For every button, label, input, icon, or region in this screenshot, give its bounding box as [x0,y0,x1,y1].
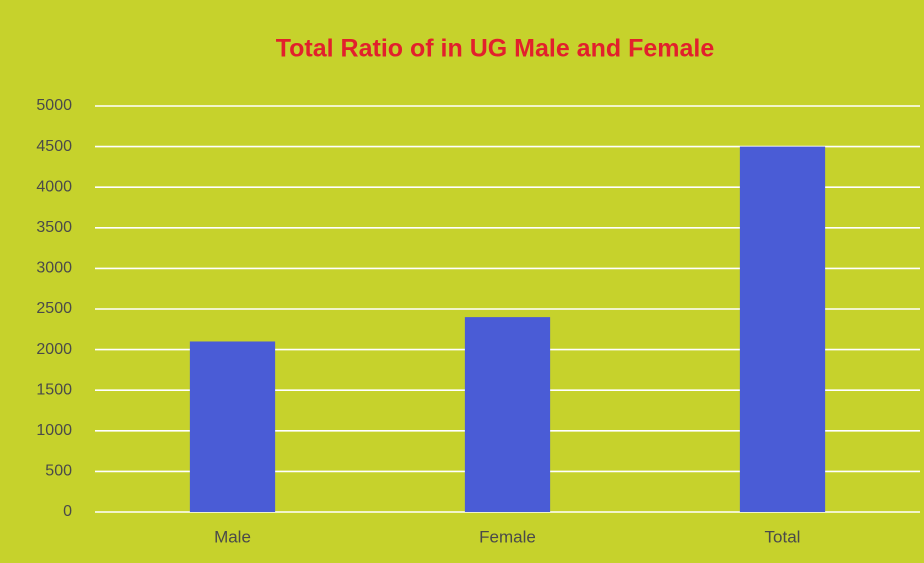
y-tick-label: 3500 [36,219,72,236]
y-tick-label: 2000 [36,341,72,358]
x-tick-label: Female [479,527,536,546]
y-tick-label: 1500 [36,381,72,398]
y-tick-label: 4500 [36,138,72,155]
bar [739,146,826,512]
x-tick-label: Male [214,527,251,546]
y-tick-label: 3000 [36,260,72,277]
y-tick-label: 500 [45,463,72,480]
bar [464,317,551,512]
y-tick-label: 2500 [36,300,72,317]
x-tick-label: Total [765,527,801,546]
y-tick-label: 4000 [36,178,72,195]
bar [189,341,276,512]
y-tick-label: 5000 [36,97,72,114]
y-tick-label: 1000 [36,422,72,439]
chart-title: Total Ratio of in UG Male and Female [276,35,715,63]
y-tick-label: 0 [63,503,72,520]
